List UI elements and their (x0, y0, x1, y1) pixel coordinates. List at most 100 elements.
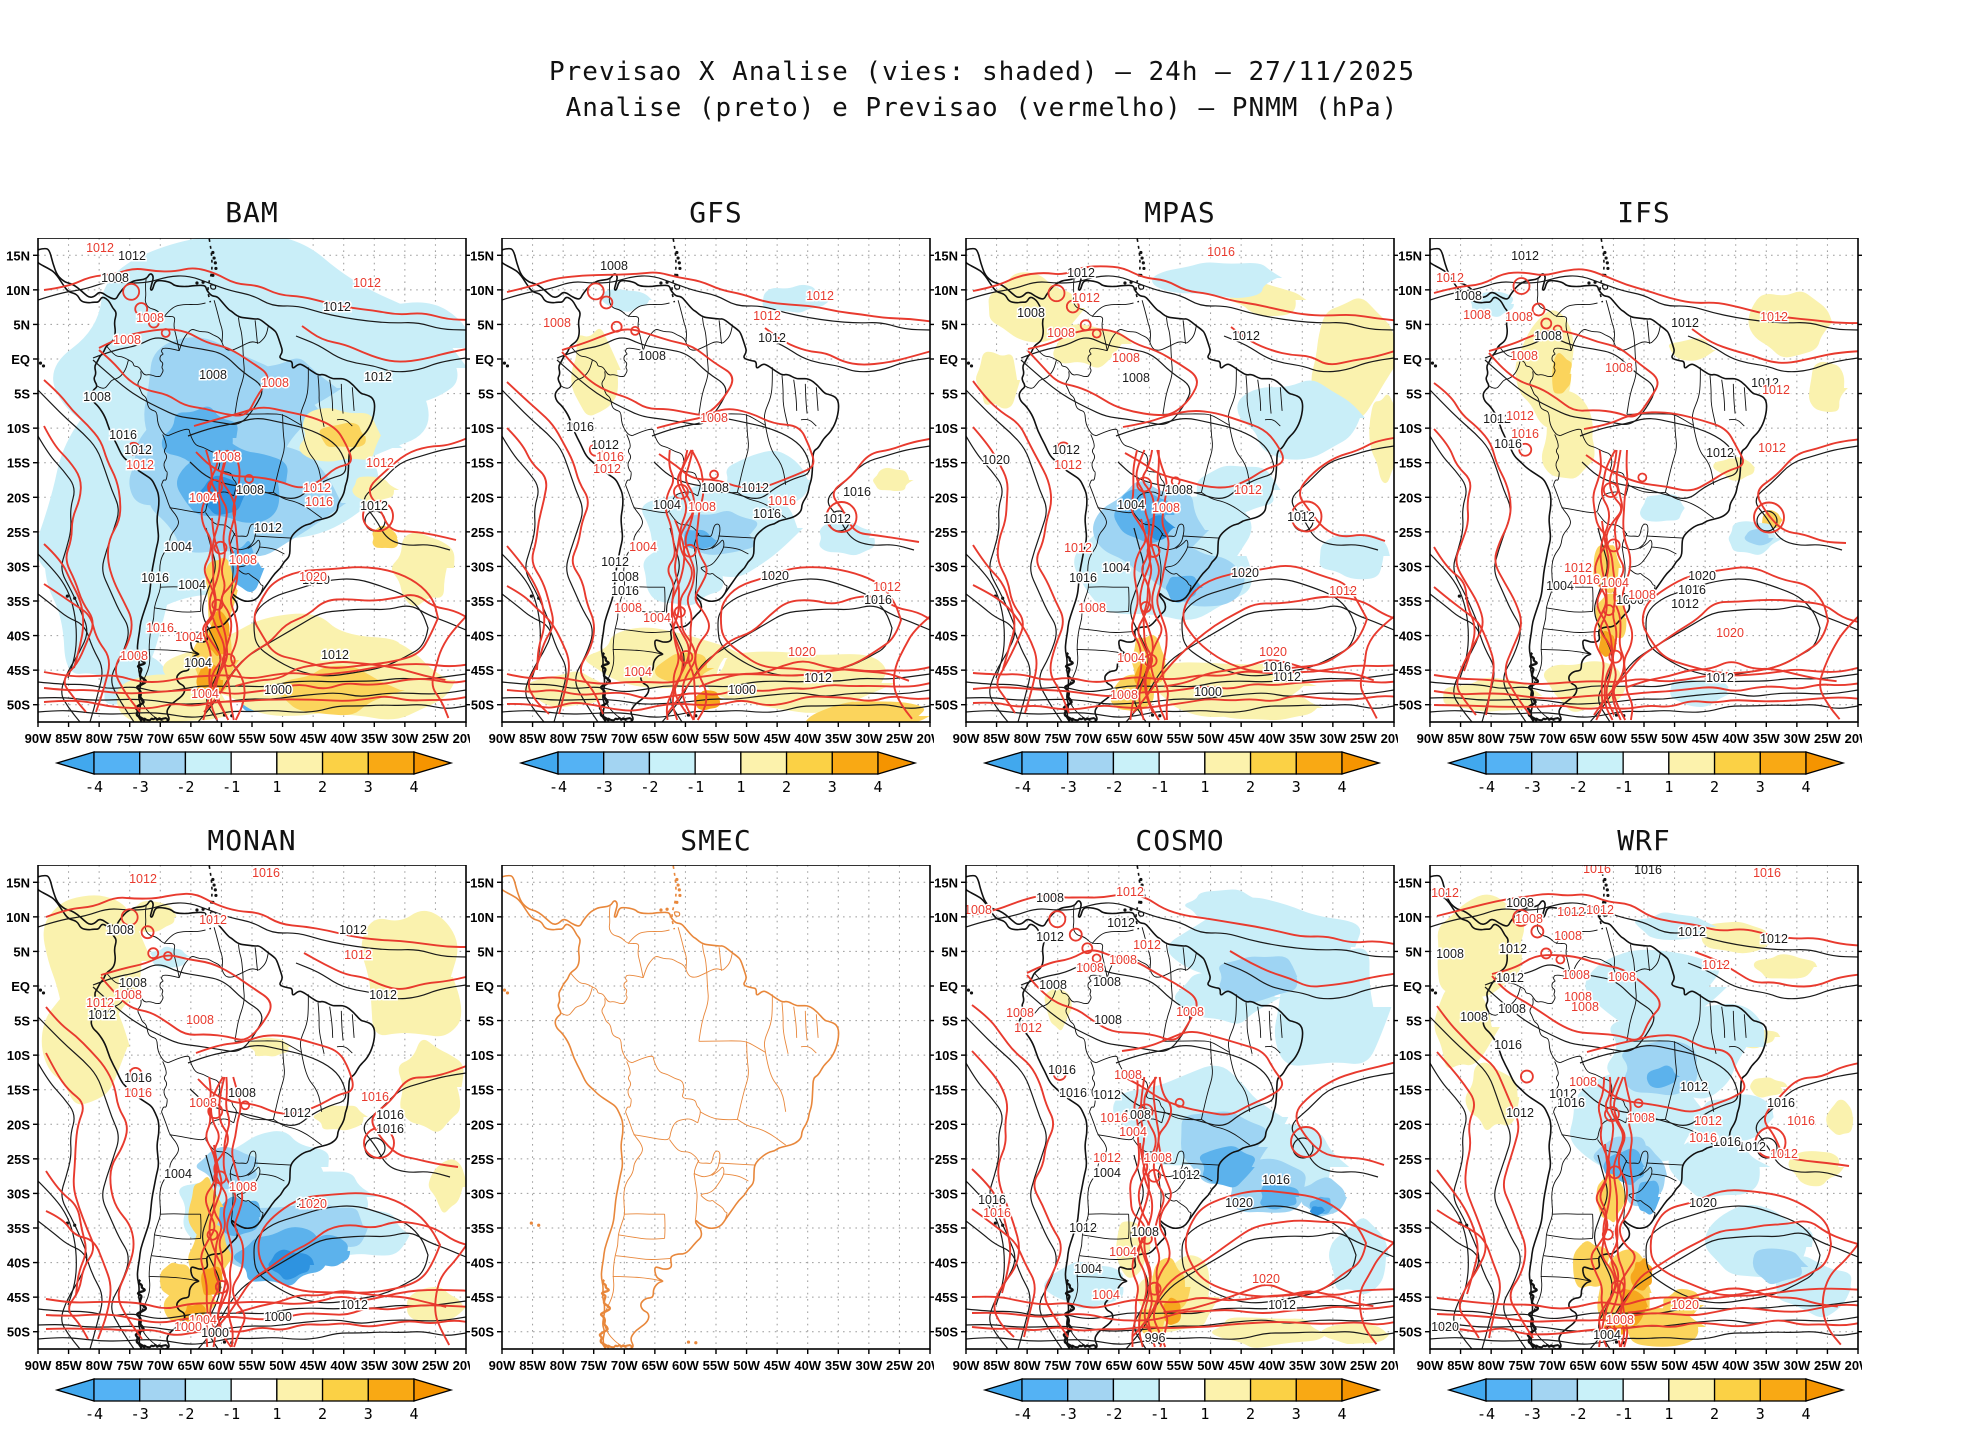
contour-label: 1016 (361, 1090, 389, 1104)
lat-tick-label: 20S (935, 490, 958, 505)
contour-label: 1012 (741, 481, 769, 495)
lat-tick-label: 30S (935, 1186, 958, 1201)
contour-label: 1016 (843, 485, 871, 499)
colorbar-tick-label: 1 (272, 778, 281, 796)
lon-tick-label: 75W (116, 1358, 143, 1373)
lat-tick-label: 5S (478, 387, 494, 402)
contour-label: 1008 (638, 349, 666, 363)
lon-tick-label: 35W (1289, 731, 1316, 746)
colorbar-tick-label: 3 (364, 778, 373, 796)
colorbar-tick-label: 2 (1710, 1405, 1719, 1423)
contour-label: 1004 (1117, 651, 1145, 665)
lat-tick-label: 35S (7, 594, 30, 609)
contour-label: 1016 (1767, 1096, 1795, 1110)
lat-tick-label: 15S (1399, 456, 1422, 471)
lat-tick-label: 40S (7, 629, 30, 644)
colorbar: -4 -3 -2 -1 1 2 3 4 (982, 1378, 1382, 1423)
colorbar-tick-label: -2 (1104, 778, 1122, 796)
contour-label: 1012 (1107, 916, 1135, 930)
lon-tick-label: 90W (25, 1358, 52, 1373)
contour-label: 1004 (189, 491, 217, 505)
lat-tick-label: 25S (7, 1152, 30, 1167)
contour-label: 1008 (1460, 1010, 1488, 1024)
lat-tick-label: 10N (6, 910, 30, 925)
contour-label: 1008 (114, 988, 142, 1002)
contour-label: 1008 (101, 271, 129, 285)
lat-tick-label: 10N (934, 910, 958, 925)
colorbar-tick-label: 1 (1200, 1405, 1209, 1423)
contour-label: 1008 (1039, 978, 1067, 992)
lon-tick-label: 50W (1197, 1358, 1224, 1373)
contour-label: 1016 (1262, 1173, 1290, 1187)
contour-label: 1008 (1176, 1005, 1204, 1019)
contour-label: 1016 (1494, 1038, 1522, 1052)
contour-label: 1008 (1506, 896, 1534, 910)
colorbar: -4 -3 -2 -1 1 2 3 4 (1446, 1378, 1846, 1423)
lat-tick-label: 10N (6, 283, 30, 298)
contour-label: 1008 (261, 376, 289, 390)
colorbar-tick-label: 3 (1756, 1405, 1765, 1423)
contour-label: 1020 (1689, 1196, 1717, 1210)
lon-tick-label: 45W (300, 1358, 327, 1373)
lon-tick-label: 25W (422, 731, 449, 746)
lat-tick-label: 15N (1398, 875, 1422, 890)
contour-label: 1016 (566, 420, 594, 434)
colorbar-tick-label: 2 (1710, 778, 1719, 796)
contour-label: 1016 (1634, 865, 1662, 877)
lat-tick-label: 5S (14, 1014, 30, 1029)
lon-tick-label: 45W (764, 731, 791, 746)
contour-label: 1016 (1753, 866, 1781, 880)
lat-tick-label: 10S (471, 421, 494, 436)
colorbar-tick-label: 2 (782, 778, 791, 796)
contour-label: 1004 (643, 611, 671, 625)
contour-label: 1012 (1093, 1151, 1121, 1165)
contour-label: 1012 (1093, 1088, 1121, 1102)
lat-tick-label: 25S (1399, 525, 1422, 540)
lon-tick-label: 70W (1539, 1358, 1566, 1373)
contour-label: 1008 (964, 903, 992, 917)
contour-label: 1012 (283, 1106, 311, 1120)
colorbar-tick-label: 1 (1200, 778, 1209, 796)
contour-label: 1004 (624, 665, 652, 679)
lon-tick-label: 35W (825, 1358, 852, 1373)
contour-label: 1020 (1671, 1298, 1699, 1312)
contour-label: 1020 (1431, 1320, 1459, 1334)
lat-tick-label: 40S (1399, 629, 1422, 644)
lon-tick-label: 60W (1600, 731, 1627, 746)
contour-label: 1008 (1564, 990, 1592, 1004)
lat-tick-label: 30S (471, 559, 494, 574)
contour-label: 1016 (1557, 1096, 1585, 1110)
colorbar-tick-label: -1 (1150, 1405, 1168, 1423)
contour-label: 1008 (228, 1086, 256, 1100)
colorbar: -4 -3 -2 -1 1 2 3 4 (518, 751, 918, 796)
map-ifs: 1012100810081012101210121012101610201016… (1398, 238, 1862, 796)
contour-label: 1008 (1554, 929, 1582, 943)
contour-label: 1004 (184, 656, 212, 670)
contour-label: 1008 (688, 500, 716, 514)
lat-tick-label: 15S (1399, 1083, 1422, 1098)
lon-tick-label: 35W (361, 1358, 388, 1373)
lon-tick-label: 85W (983, 731, 1010, 746)
contour-label: 1008 (106, 923, 134, 937)
lat-tick-label: 5N (477, 317, 494, 332)
lon-tick-label: 90W (1417, 731, 1444, 746)
lat-tick-label: 50S (471, 698, 494, 713)
lat-tick-label: 45S (471, 663, 494, 678)
lon-tick-label: 55W (239, 1358, 266, 1373)
contour-label: 1008 (213, 450, 241, 464)
lon-tick-label: 25W (1814, 731, 1841, 746)
lat-tick-label: 10N (1398, 283, 1422, 298)
contour-label: 1008 (614, 601, 642, 615)
contour-label: 1012 (323, 300, 351, 314)
contour-label: 1000 (264, 683, 292, 697)
lat-tick-label: 45S (1399, 1290, 1422, 1305)
lat-tick-label: 35S (1399, 1221, 1422, 1236)
contour-label: 1016 (305, 495, 333, 509)
contour-label: 1012 (1702, 958, 1730, 972)
contour-label: 1012 (366, 456, 394, 470)
contour-label: 1016 (146, 621, 174, 635)
lon-tick-label: 50W (733, 1358, 760, 1373)
figure-title-line1: Previsao X Analise (vies: shaded) – 24h … (549, 57, 1415, 87)
lon-tick-label: 45W (1692, 731, 1719, 746)
